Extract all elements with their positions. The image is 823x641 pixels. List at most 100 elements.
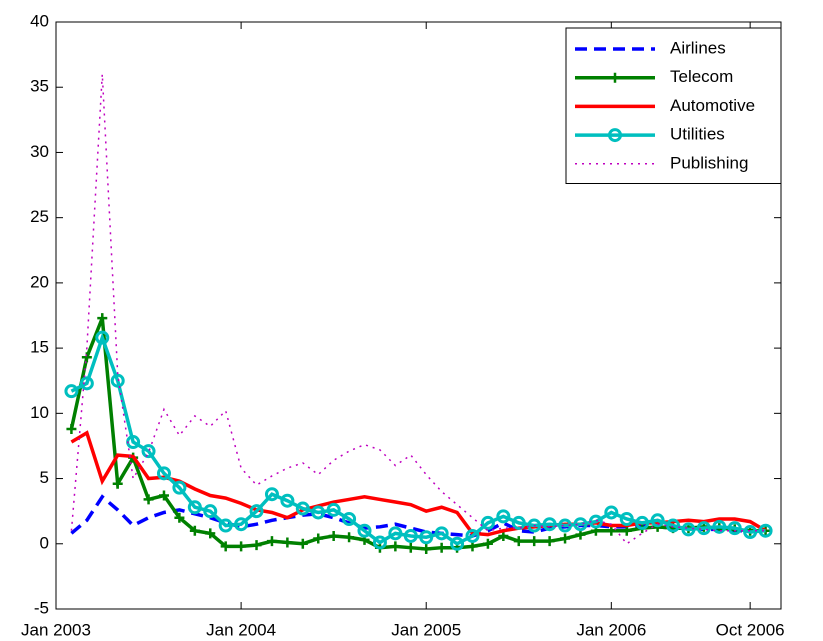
marker	[434, 526, 449, 541]
series-line	[70, 494, 766, 538]
y-tick-label: 30	[30, 142, 49, 161]
marker	[696, 521, 711, 536]
marker	[205, 528, 216, 539]
marker	[97, 313, 108, 324]
marker	[529, 536, 540, 547]
marker	[575, 529, 586, 540]
marker	[480, 515, 495, 530]
y-tick-label: 40	[30, 11, 49, 30]
marker	[573, 517, 588, 532]
marker	[650, 513, 665, 528]
marker	[513, 536, 524, 547]
marker	[311, 505, 326, 520]
marker	[328, 530, 339, 541]
marker	[419, 530, 434, 545]
legend-box	[565, 27, 782, 184]
marker	[326, 502, 341, 517]
marker	[203, 504, 218, 519]
marker	[110, 373, 125, 388]
marker	[436, 542, 447, 553]
marker	[388, 526, 403, 541]
marker	[187, 500, 202, 515]
legend-label: Telecom	[670, 67, 733, 86]
marker	[619, 511, 634, 526]
marker	[342, 511, 357, 526]
marker	[141, 444, 156, 459]
marker	[405, 542, 416, 553]
marker	[357, 523, 372, 538]
marker	[158, 490, 169, 501]
y-tick-label: 5	[40, 468, 49, 487]
y-tick-label: 35	[30, 77, 49, 96]
marker	[635, 515, 650, 530]
marker	[482, 538, 493, 549]
marker	[743, 525, 758, 540]
marker	[313, 533, 324, 544]
marker	[666, 518, 681, 533]
marker	[172, 480, 187, 495]
marker	[372, 535, 387, 550]
marker	[608, 128, 622, 143]
marker	[79, 376, 94, 391]
x-tick-label: Jan 2004	[206, 620, 276, 639]
marker	[496, 509, 511, 524]
marker	[403, 528, 418, 543]
marker	[450, 536, 465, 551]
marker	[511, 515, 526, 530]
marker	[282, 537, 293, 548]
marker	[390, 541, 401, 552]
y-tick-label: 10	[30, 403, 49, 422]
marker	[560, 533, 571, 544]
marker	[264, 487, 279, 502]
marker	[156, 466, 171, 481]
marker	[621, 525, 632, 536]
y-tick-label: 25	[30, 207, 49, 226]
marker	[544, 536, 555, 547]
marker	[174, 512, 185, 523]
marker	[758, 523, 773, 538]
marker	[143, 494, 154, 505]
marker	[542, 517, 557, 532]
y-tick-label: -5	[34, 598, 49, 617]
marker	[64, 384, 79, 399]
marker	[681, 522, 696, 537]
marker	[66, 423, 77, 434]
marker	[234, 517, 249, 532]
marker	[218, 518, 233, 533]
legend-label: Utilities	[670, 125, 725, 144]
marker	[712, 519, 727, 534]
marker	[295, 501, 310, 516]
y-tick-label: 0	[40, 533, 49, 552]
marker	[465, 528, 480, 543]
marker	[189, 525, 200, 536]
marker	[421, 543, 432, 554]
x-tick-label: Oct 2006	[716, 620, 785, 639]
x-tick-label: Jan 2005	[391, 620, 461, 639]
x-tick-label: Jan 2006	[576, 620, 646, 639]
marker	[220, 541, 231, 552]
marker	[344, 532, 355, 543]
series-line	[69, 317, 766, 551]
marker	[606, 525, 617, 536]
marker	[81, 352, 92, 363]
marker	[280, 493, 295, 508]
marker	[527, 518, 542, 533]
legend-label: Automotive	[670, 96, 755, 115]
marker	[112, 478, 123, 489]
marker	[467, 541, 478, 552]
marker	[249, 504, 264, 519]
marker	[727, 521, 742, 536]
marker	[297, 538, 308, 549]
marker	[498, 530, 509, 541]
legend-label: Airlines	[670, 38, 726, 57]
marker	[604, 505, 619, 520]
marker	[236, 541, 247, 552]
marker	[95, 330, 110, 345]
y-tick-label: 15	[30, 338, 49, 357]
marker	[610, 72, 620, 83]
y-tick-label: 20	[30, 272, 49, 291]
marker	[251, 540, 262, 551]
marker	[266, 536, 277, 547]
series-line	[70, 332, 766, 546]
